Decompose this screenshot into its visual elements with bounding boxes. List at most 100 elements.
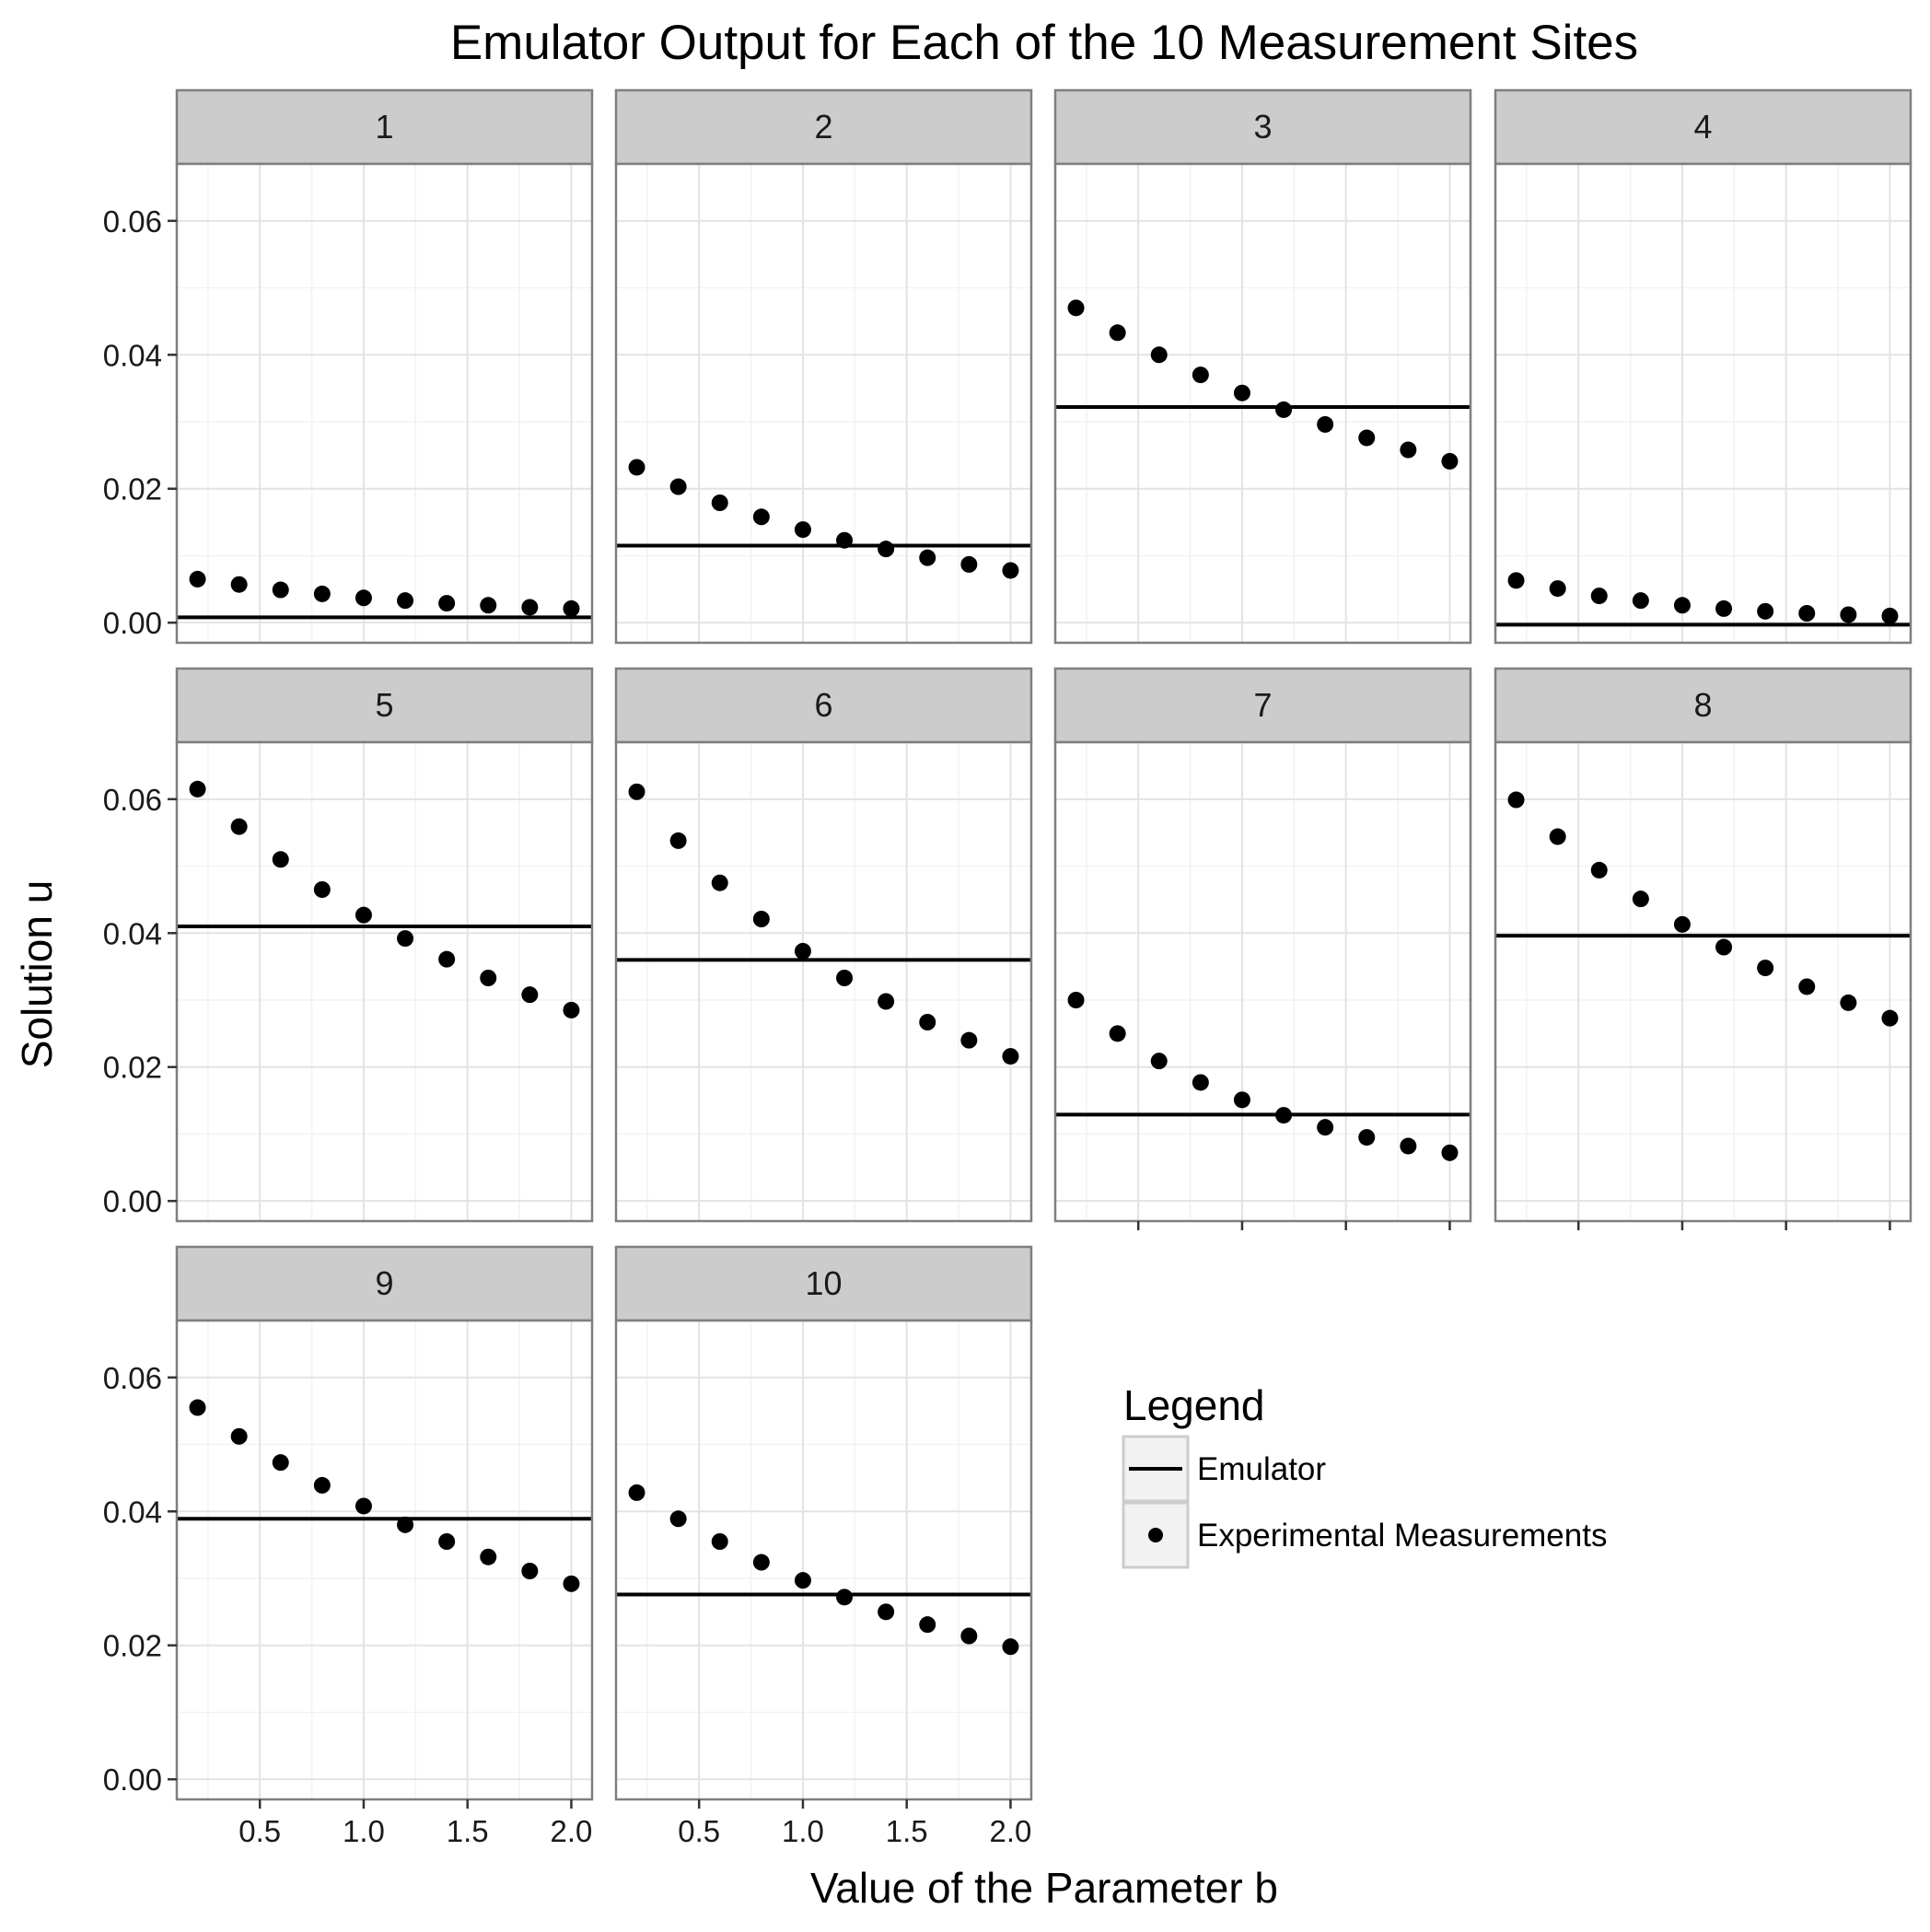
- measurement-point: [1798, 605, 1816, 622]
- measurement-point: [1067, 299, 1085, 317]
- facet-strip-label: 7: [1253, 686, 1272, 724]
- facet-strip-label: 2: [814, 108, 832, 145]
- measurement-point: [628, 459, 645, 476]
- measurement-point: [711, 874, 728, 891]
- facet-strip: [614, 1245, 1033, 1322]
- measurement-point: [1358, 1129, 1376, 1146]
- y-tick-label: 0.02: [103, 1629, 162, 1663]
- facet-strip: [1053, 88, 1472, 166]
- measurement-point: [1715, 599, 1733, 617]
- measurement-point: [752, 1554, 770, 1571]
- measurement-point: [711, 1533, 728, 1550]
- measurement-point: [711, 495, 728, 511]
- measurement-point: [1507, 572, 1525, 589]
- facet-panel-10: 10 0.5 1.0 1.5 2.0: [614, 1245, 1033, 1848]
- measurement-point: [1317, 1119, 1334, 1136]
- measurement-point: [1881, 1009, 1899, 1027]
- measurement-point: [480, 970, 497, 986]
- x-tick-label: 2.0: [551, 1814, 593, 1848]
- legend-label-measurements: Experimental Measurements: [1197, 1518, 1607, 1554]
- facet-panel-4: 4: [1494, 88, 1913, 645]
- plot-border: [1494, 162, 1913, 645]
- measurement-point: [272, 581, 289, 599]
- measurement-point: [230, 1427, 248, 1445]
- measurement-point: [669, 1510, 687, 1528]
- x-tick-label: 0.5: [238, 1814, 281, 1848]
- facet-strip: [1494, 88, 1913, 166]
- measurement-point: [1632, 592, 1649, 610]
- y-tick-label: 0.06: [103, 1361, 162, 1395]
- measurement-point: [1400, 441, 1417, 459]
- plot-border: [614, 1319, 1033, 1801]
- measurement-point: [1715, 938, 1733, 956]
- measurement-point: [836, 1589, 854, 1606]
- y-axis-title: Solution u: [13, 880, 61, 1069]
- measurement-point: [189, 570, 206, 588]
- y-tick-label: 0.04: [103, 916, 162, 950]
- measurement-point: [960, 555, 978, 573]
- measurement-point: [878, 993, 895, 1010]
- measurement-point: [752, 911, 770, 927]
- measurement-point: [628, 1484, 645, 1501]
- facet-panel-3: 3: [1053, 88, 1472, 645]
- x-tick-label: 1.0: [782, 1814, 824, 1848]
- measurement-point: [1840, 606, 1857, 623]
- facet-panel-8: 8: [1494, 667, 1913, 1230]
- chart-title: Emulator Output for Each of the 10 Measu…: [450, 16, 1638, 70]
- measurement-point: [313, 1476, 331, 1494]
- facet-strip: [175, 88, 594, 166]
- measurement-point: [1673, 915, 1691, 933]
- measurement-point: [1400, 1137, 1417, 1155]
- measurement-point: [189, 780, 206, 797]
- measurement-point: [1590, 588, 1608, 605]
- measurement-point: [272, 851, 289, 868]
- x-tick-label: 2.0: [990, 1814, 1032, 1848]
- measurement-point: [563, 599, 580, 617]
- measurement-point: [1067, 992, 1085, 1008]
- measurement-point: [919, 549, 936, 566]
- facet-panel-9: 9 0.00 0.02 0.04 0.06 0.5 1.0 1.5 2.0: [103, 1245, 594, 1848]
- measurement-point: [1002, 1638, 1019, 1656]
- measurement-point: [794, 942, 811, 960]
- facet-strip-label: 8: [1693, 686, 1712, 724]
- measurement-point: [521, 1563, 539, 1579]
- measurement-point: [1673, 597, 1691, 614]
- facet-strip: [175, 667, 594, 744]
- measurement-point: [480, 1548, 497, 1565]
- measurement-point: [1192, 1074, 1209, 1091]
- measurement-point: [960, 1031, 978, 1049]
- measurement-point: [1109, 324, 1126, 342]
- facet-panel-7: 7: [1053, 667, 1472, 1230]
- measurement-point: [1109, 1025, 1126, 1042]
- legend-title: Legend: [1123, 1381, 1265, 1429]
- measurement-point: [438, 1533, 456, 1550]
- measurement-point: [1549, 580, 1566, 598]
- y-tick-label: 0.06: [103, 204, 162, 239]
- plot-border: [1053, 740, 1472, 1223]
- measurement-point: [563, 1575, 580, 1592]
- measurement-point: [438, 950, 456, 968]
- measurement-point: [1002, 1048, 1019, 1065]
- plot-background: [177, 1321, 592, 1799]
- measurement-point: [1590, 861, 1608, 879]
- measurement-point: [669, 478, 687, 495]
- measurement-point: [1275, 401, 1293, 418]
- plot-background: [177, 164, 592, 643]
- measurement-point: [628, 783, 645, 800]
- x-tick-label: 1.5: [886, 1814, 928, 1848]
- plot-border: [175, 1319, 594, 1801]
- plot-background: [1495, 164, 1911, 643]
- measurement-point: [1150, 346, 1168, 364]
- measurement-point: [878, 541, 895, 558]
- measurement-point: [563, 1001, 580, 1018]
- measurement-point: [794, 521, 811, 539]
- plot-background: [616, 742, 1031, 1221]
- x-axis-title: Value of the Parameter b: [810, 1864, 1278, 1912]
- measurement-point: [355, 906, 372, 924]
- measurement-point: [1192, 367, 1209, 384]
- measurement-point: [752, 508, 770, 526]
- facet-strip-label: 1: [375, 108, 393, 145]
- x-tick-label: 0.5: [678, 1814, 720, 1848]
- measurement-point: [1507, 791, 1525, 809]
- facet-strip-label: 9: [375, 1264, 393, 1302]
